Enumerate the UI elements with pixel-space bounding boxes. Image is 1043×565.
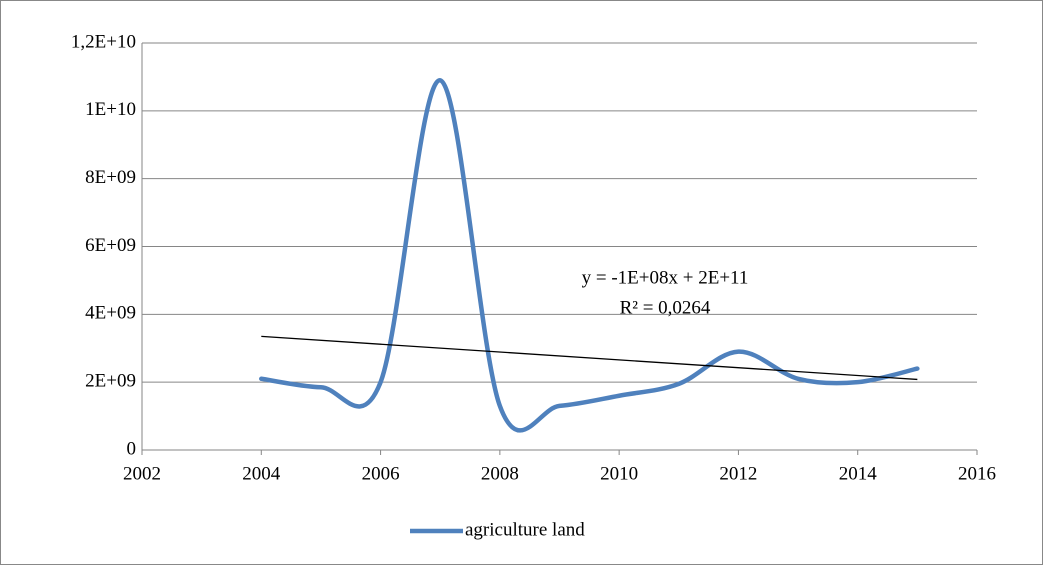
x-tick-label: 2008 [481,463,519,484]
y-tick-label: 6E+09 [85,235,136,256]
x-tick-label: 2016 [958,463,996,484]
trendline [261,335,918,381]
trend-annotation: R² = 0,0264 [620,297,711,318]
y-tick-label: 4E+09 [85,303,136,324]
x-tick-label: 2002 [123,463,161,484]
x-tick-label: 2014 [839,463,878,484]
x-tick-label: 2006 [362,463,400,484]
x-tick-label: 2010 [600,463,638,484]
y-tick-label: 1,2E+10 [71,31,136,52]
y-tick-label: 1E+10 [85,99,136,120]
legend-label: agriculture land [465,519,585,540]
x-tick-label: 2012 [719,463,757,484]
trend-annotation: y = -1E+08x + 2E+11 [582,267,749,288]
x-tick-label: 2004 [242,463,281,484]
y-tick-label: 8E+09 [85,167,136,188]
y-tick-label: 2E+09 [85,371,136,392]
y-tick-label: 0 [127,438,137,459]
